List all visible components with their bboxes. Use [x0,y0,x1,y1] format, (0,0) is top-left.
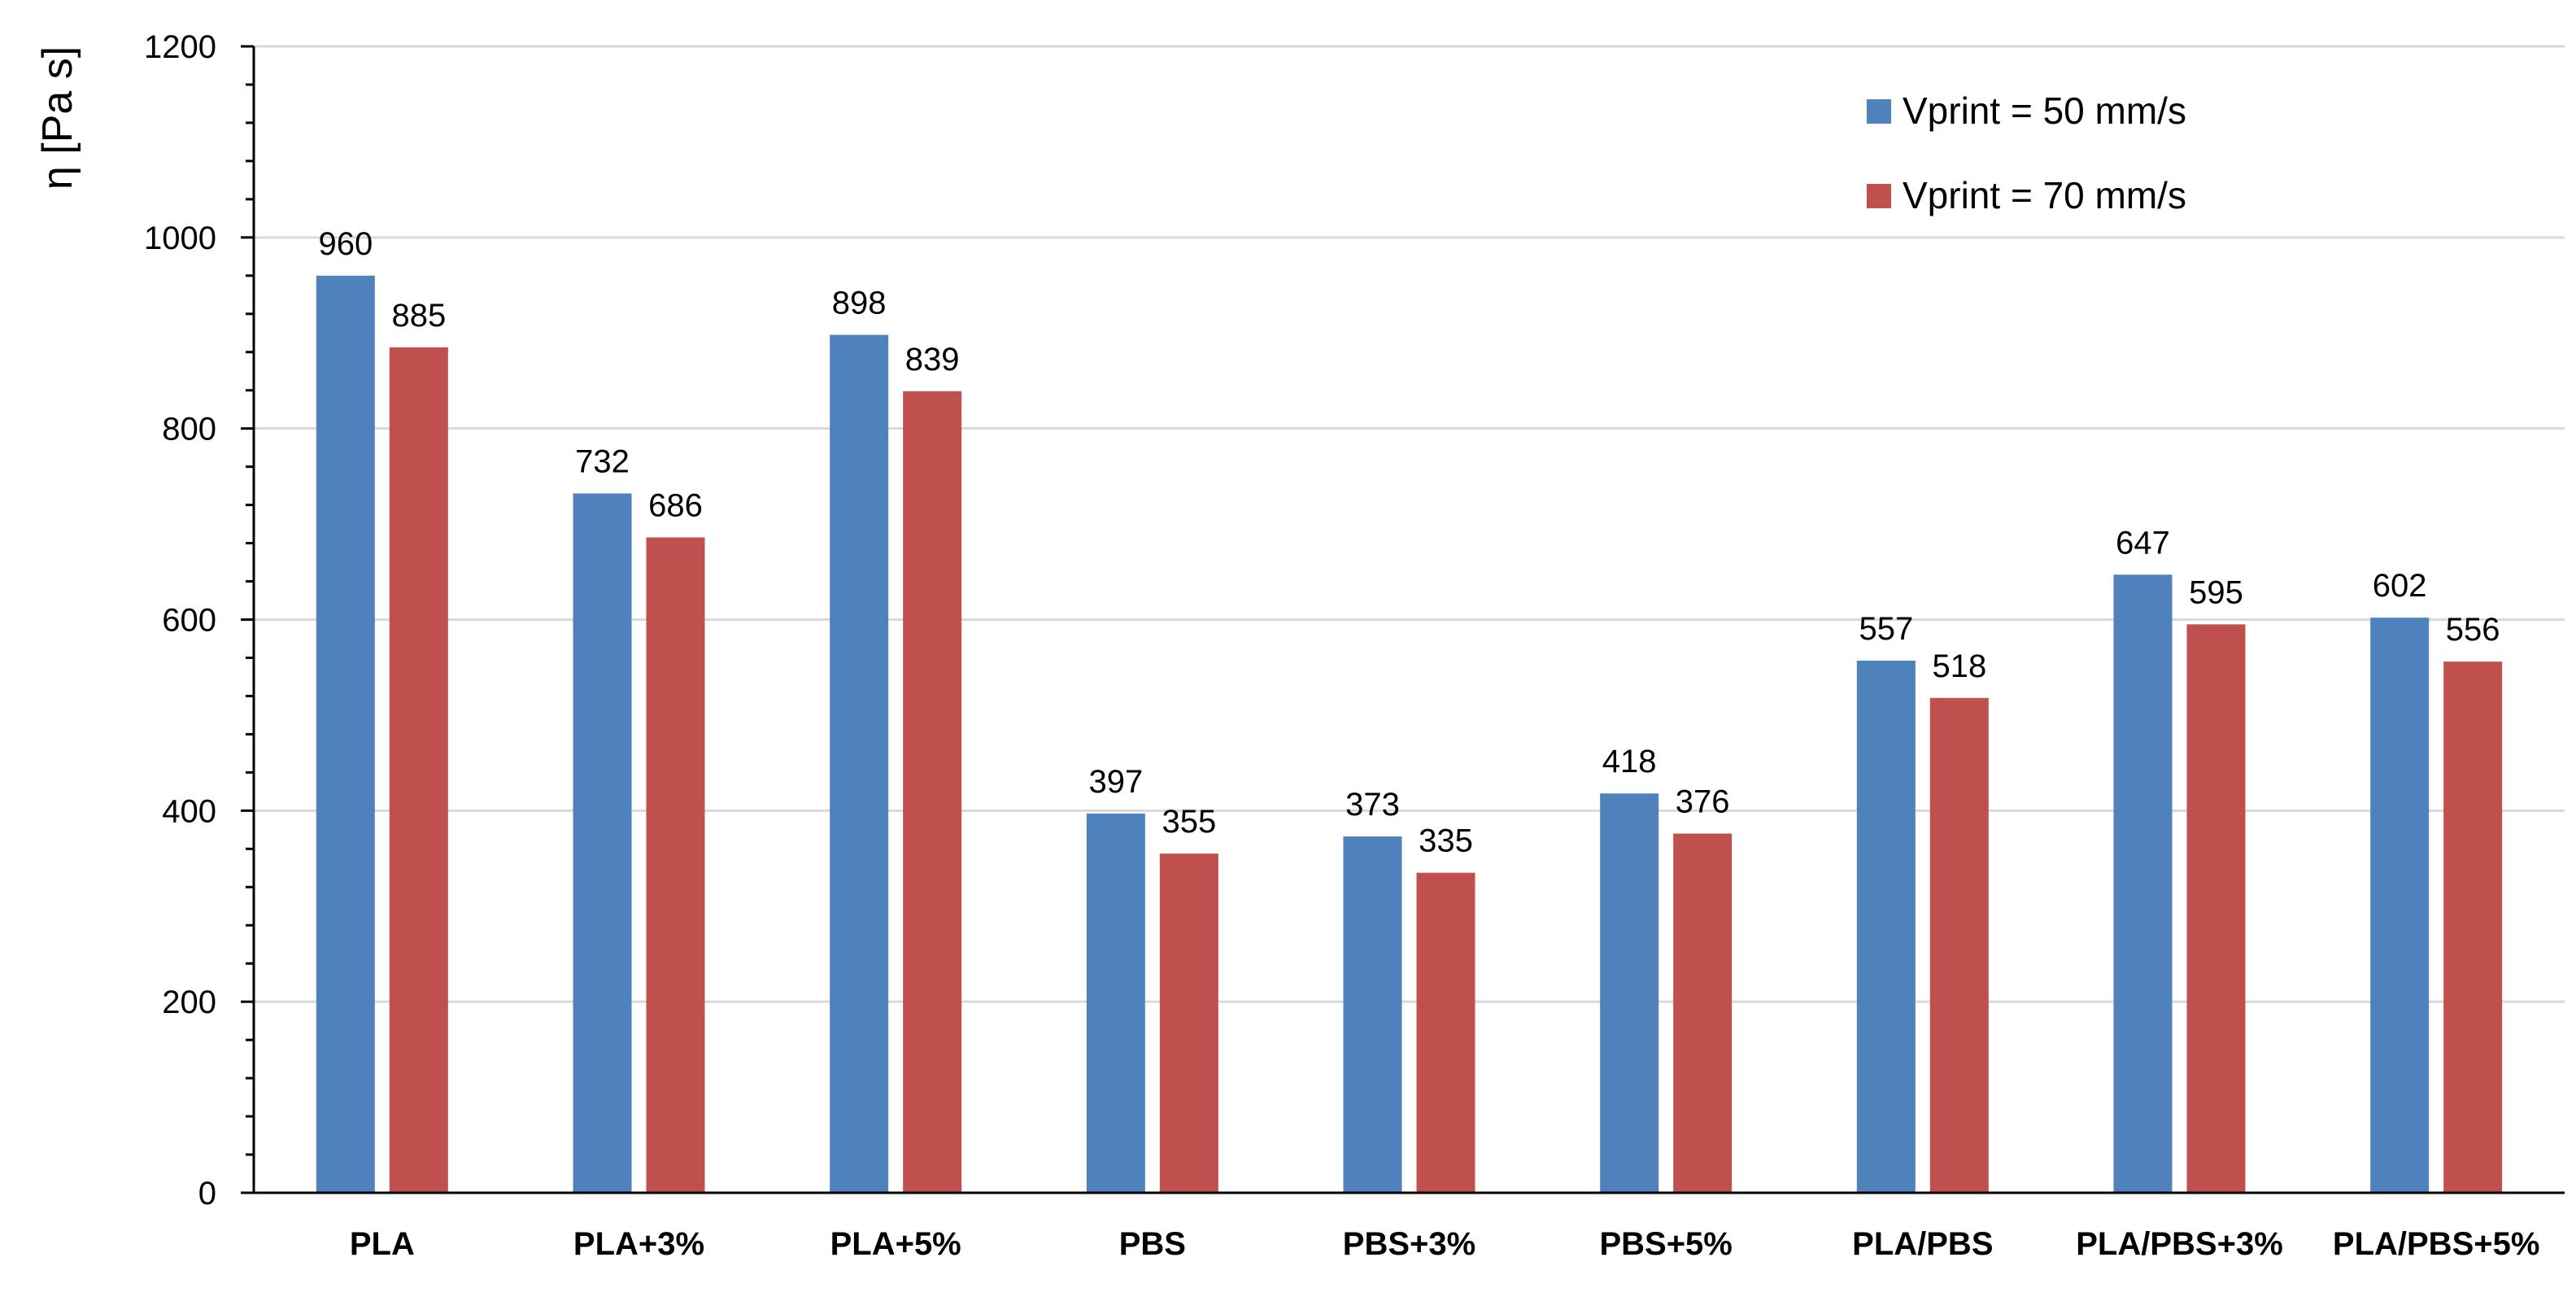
data-label: 335 [1419,823,1473,859]
bar [1600,793,1659,1193]
category-label: PLA/PBS [1852,1226,1993,1262]
bar [903,391,962,1194]
bar [1929,697,1989,1193]
category-label: PLA+3% [573,1226,704,1262]
data-label: 376 [1676,784,1730,820]
y-tick-label: 0 [198,1176,216,1212]
y-tick-label: 800 [162,412,216,447]
bar [830,334,889,1193]
bar [1416,872,1475,1193]
bar [2113,574,2173,1193]
y-tick-label: 400 [162,793,216,829]
data-label: 686 [648,488,703,524]
y-axis-label: η [Pa s] [34,46,81,190]
legend-swatch [1867,184,1891,208]
bar [1159,854,1218,1193]
data-label: 885 [391,298,446,334]
bar [1086,813,1145,1193]
bar [1856,660,1916,1193]
y-tick-label: 600 [162,603,216,639]
bar [573,493,632,1193]
data-label: 898 [832,286,887,321]
bar [389,347,448,1193]
category-label: PLA [350,1226,415,1262]
data-label: 418 [1602,744,1657,779]
bar [316,275,375,1193]
y-tick-label: 1200 [144,29,216,65]
data-label: 397 [1088,764,1143,800]
data-label: 960 [318,226,373,262]
data-labels: 960 885 732 686 898 839 397 355 373 335 418 376 557 5… [318,226,2500,859]
category-label: PBS+3% [1343,1226,1475,1262]
category-label: PLA/PBS+3% [2076,1226,2283,1262]
y-ticks: 0 200 400 600 800 1000 1200 [144,29,254,1212]
data-label: 602 [2373,568,2427,604]
category-label: PLA/PBS+5% [2333,1226,2540,1262]
data-label: 839 [905,342,960,378]
y-tick-label: 1000 [144,220,216,256]
legend-label: Vprint = 50 mm/s [1903,89,2186,132]
legend: Vprint = 50 mm/s Vprint = 70 mm/s [1867,89,2186,216]
data-label: 518 [1932,648,1986,684]
data-label: 647 [2116,525,2170,561]
legend-label: Vprint = 70 mm/s [1903,174,2186,216]
category-label: PBS [1119,1226,1186,1262]
data-label: 373 [1345,787,1400,823]
bar [1343,836,1402,1193]
legend-swatch [1867,99,1891,124]
gridlines [254,45,2565,1003]
bars [316,275,2503,1194]
bar [1673,833,1733,1193]
data-label: 355 [1162,804,1216,840]
category-label: PBS+5% [1599,1226,1732,1262]
data-label: 595 [2189,574,2243,610]
bar [2186,624,2246,1193]
category-labels: PLA PLA+3% PLA+5% PBS PBS+3% PBS+5% PLA/PBS PLA… [350,1226,2540,1262]
bar [646,537,705,1193]
y-tick-label: 200 [162,984,216,1020]
bar [2443,661,2503,1193]
bar [2370,618,2430,1193]
data-label: 557 [1859,611,1913,647]
data-label: 732 [575,444,630,480]
category-label: PLA+5% [830,1226,961,1262]
data-label: 556 [2446,612,2500,648]
